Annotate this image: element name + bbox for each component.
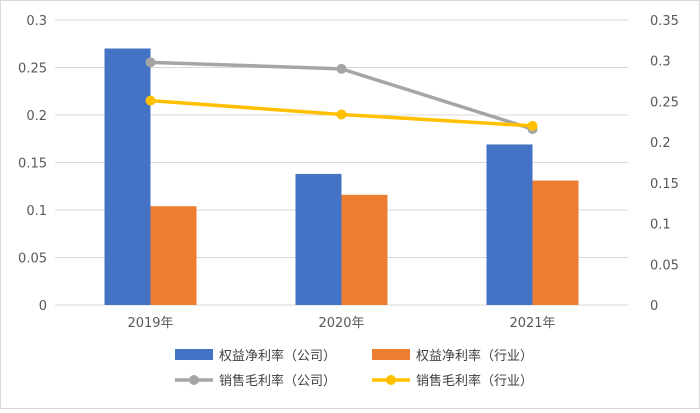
bar xyxy=(104,48,151,305)
y-left-tick-label: 0 xyxy=(39,299,47,314)
bar xyxy=(486,144,533,305)
bar xyxy=(532,180,579,305)
y-right-tick-label: 0.3 xyxy=(650,55,671,70)
axes: 0 0.05 0.1 0.15 0.2 0.25 0.3 0 0.05 0.1 0.15 0.2 0.2… xyxy=(18,14,679,331)
legend-label: 销售毛利率（公司） xyxy=(219,373,336,389)
y-left-tick-label: 0.2 xyxy=(26,109,47,124)
y-left-tick-label: 0.3 xyxy=(26,14,47,29)
line-point xyxy=(145,95,156,106)
line-point xyxy=(145,57,156,68)
line-point xyxy=(336,63,347,74)
legend-label: 权益净利率（行业） xyxy=(416,348,533,364)
y-right-tick-label: 0.15 xyxy=(650,177,679,192)
y-left-tick-label: 0.05 xyxy=(18,252,47,267)
x-tick-label: 2021年 xyxy=(509,316,555,331)
y-left-tick-label: 0.15 xyxy=(18,157,47,172)
legend-label: 销售毛利率（行业） xyxy=(416,373,533,389)
y-left-tick-label: 0.25 xyxy=(18,62,47,77)
legend-swatch xyxy=(372,349,410,360)
bar xyxy=(341,194,388,305)
x-tick-label: 2019年 xyxy=(127,316,173,331)
lines xyxy=(145,57,538,135)
legend-swatch-marker xyxy=(386,375,396,385)
legend-swatch-marker xyxy=(189,375,199,385)
y-right-tick-label: 0.2 xyxy=(650,136,671,151)
line-point xyxy=(336,109,347,120)
y-right-tick-label: 0.05 xyxy=(650,258,679,273)
bar xyxy=(150,206,197,305)
y-right-tick-label: 0.35 xyxy=(650,14,679,29)
bars xyxy=(104,48,579,305)
y-right-tick-label: 0.25 xyxy=(650,95,679,110)
bar xyxy=(295,173,342,305)
y-right-tick-label: 0 xyxy=(650,299,658,314)
y-left-tick-label: 0.1 xyxy=(26,204,47,219)
y-right-tick-label: 0.1 xyxy=(650,218,671,233)
x-tick-label: 2020年 xyxy=(318,316,364,331)
legend-label: 权益净利率（公司） xyxy=(219,348,336,364)
line-point xyxy=(527,120,538,131)
legend: 权益净利率（公司） 权益净利率（行业） 销售毛利率（公司） 销售毛利率（行业） xyxy=(175,348,533,389)
legend-swatch xyxy=(175,349,213,360)
